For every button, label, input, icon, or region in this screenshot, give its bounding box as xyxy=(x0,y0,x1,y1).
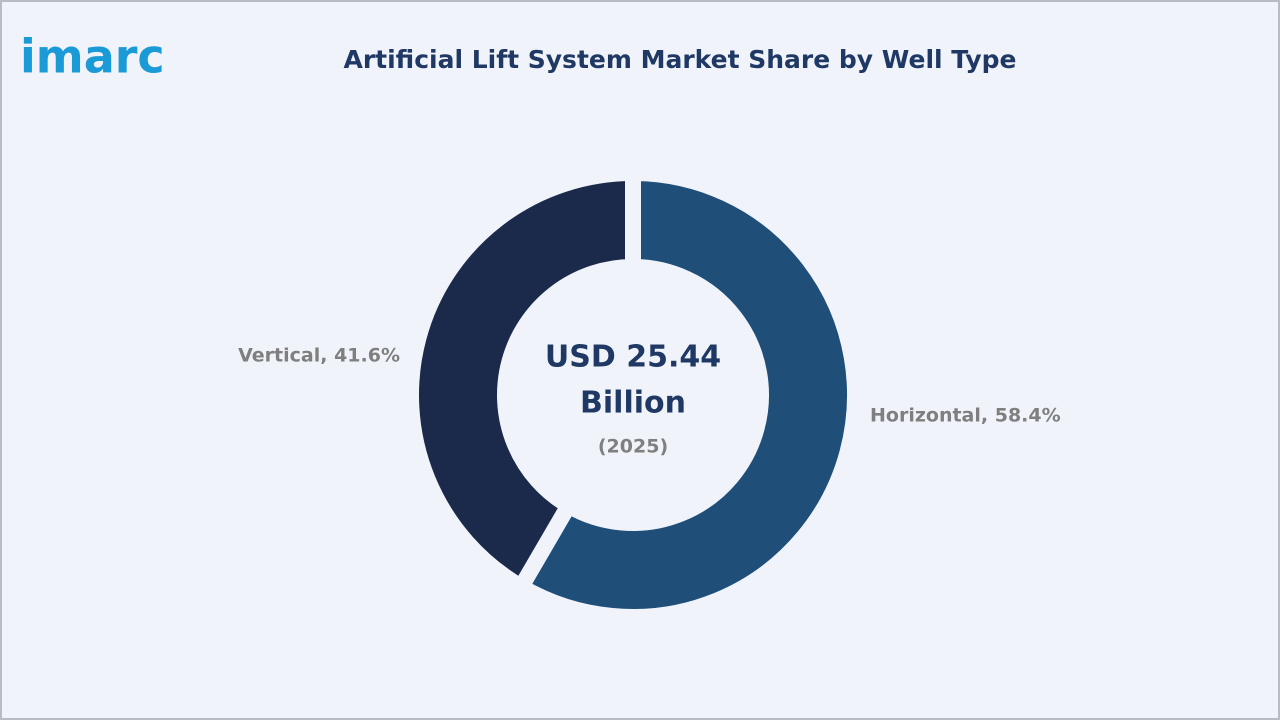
data-label: Horizontal, 58.4% xyxy=(870,405,1061,427)
donut xyxy=(403,164,863,625)
donut-slice xyxy=(403,164,641,598)
donut-slice xyxy=(510,164,863,625)
center-text: USD 25.44 xyxy=(545,340,721,375)
data-label: Vertical, 41.6% xyxy=(238,345,400,367)
center-text: Billion xyxy=(580,386,686,421)
logo: imarc xyxy=(20,30,165,84)
chart-title: Artificial Lift System Market Share by W… xyxy=(343,45,1016,74)
center-subtext: (2025) xyxy=(598,436,668,458)
